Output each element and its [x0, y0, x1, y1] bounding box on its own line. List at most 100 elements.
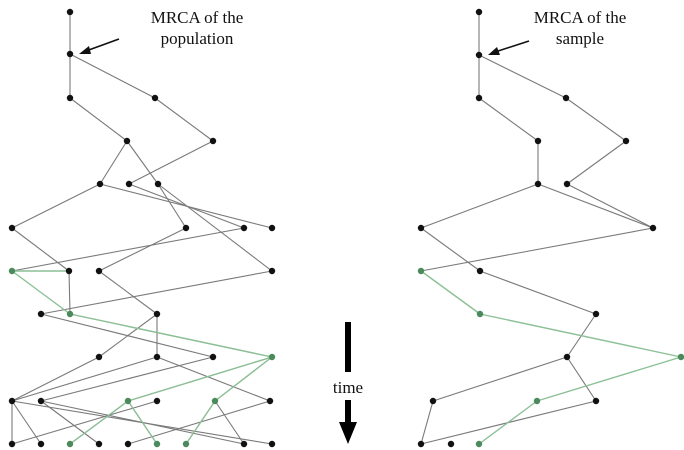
population-node: [268, 267, 276, 275]
population-sample-node: [211, 397, 219, 405]
population-node: [37, 310, 45, 318]
sample-mrca-label: MRCA of the sample: [520, 7, 640, 49]
population-edge: [40, 356, 214, 402]
population-node: [153, 353, 161, 361]
sample-edge: [420, 227, 654, 272]
sample-node: [562, 94, 570, 102]
sample-node: [447, 440, 455, 448]
sample-mrca-arrow-icon: [488, 40, 530, 55]
sample-node: [417, 440, 425, 448]
sample-node: [476, 267, 484, 275]
population-sample-edge: [69, 313, 273, 358]
population-edge: [154, 97, 214, 142]
population-edge: [127, 400, 271, 445]
population-edge: [128, 140, 214, 185]
sample-edge: [478, 54, 567, 99]
sample-node: [429, 397, 437, 405]
sample-sample-node: [677, 353, 684, 361]
population-mrca-label: MRCA of the population: [112, 7, 282, 49]
population-sample-node: [66, 440, 74, 448]
sample-mrca-label-line2: sample: [555, 29, 605, 48]
population-node: [123, 137, 131, 145]
sample-sample-node: [533, 397, 541, 405]
sample-edge: [565, 97, 627, 142]
population-node: [240, 440, 248, 448]
sample-node: [649, 224, 657, 232]
sample-sample-node: [417, 267, 425, 275]
time-arrow-icon: [339, 322, 357, 444]
sample-sample-node: [476, 310, 484, 318]
sample-sample-edge: [420, 270, 481, 315]
sample-edge: [432, 356, 568, 402]
population-edge: [98, 313, 158, 358]
population-sample-edge: [11, 270, 71, 315]
population-node: [66, 94, 74, 102]
population-node: [268, 224, 276, 232]
population-node: [96, 180, 104, 188]
sample-sample-edge: [536, 356, 682, 402]
population-node: [65, 267, 73, 275]
population-edge: [11, 356, 158, 402]
sample-node: [592, 397, 600, 405]
population-node: [154, 180, 162, 188]
population-node: [153, 397, 161, 405]
population-node: [95, 440, 103, 448]
sample-edge: [420, 400, 434, 445]
population-node: [8, 397, 16, 405]
population-edge: [98, 270, 158, 315]
population-node: [8, 224, 16, 232]
sample-edge: [566, 356, 597, 402]
population-edge: [214, 400, 245, 445]
population-node: [182, 224, 190, 232]
population-edge: [11, 400, 158, 445]
sample-node: [417, 224, 425, 232]
sample-sample-node: [475, 440, 483, 448]
population-sample-node: [268, 353, 276, 361]
population-sample-edge: [127, 400, 158, 445]
population-node: [153, 310, 161, 318]
population-node: [209, 353, 217, 361]
population-node: [66, 50, 74, 58]
population-edge: [69, 53, 156, 99]
population-sample-node: [153, 440, 161, 448]
sample-node: [534, 180, 542, 188]
population-edge: [99, 140, 128, 185]
sample-edge: [478, 97, 539, 142]
population-node: [151, 94, 159, 102]
population-edge: [40, 270, 273, 315]
sample-edge: [420, 227, 481, 272]
sample-sample-edge: [479, 313, 682, 358]
sample-node: [475, 51, 483, 59]
sample-mrca-label-line1: MRCA of the: [533, 8, 627, 27]
genealogy-nodes: [8, 8, 684, 448]
population-edge: [11, 356, 100, 402]
population-edge: [11, 227, 70, 272]
population-edge: [98, 227, 187, 272]
population-edge: [11, 183, 101, 229]
population-edge: [156, 356, 271, 402]
population-node: [268, 440, 276, 448]
population-sample-edge: [127, 356, 273, 402]
population-node: [125, 180, 133, 188]
sample-node: [475, 8, 483, 16]
sample-sample-edge: [478, 400, 538, 445]
population-sample-edge: [214, 356, 273, 402]
population-sample-edge: [69, 400, 129, 445]
population-mrca-label-line2: population: [160, 29, 234, 48]
population-node: [8, 440, 16, 448]
sample-node: [563, 353, 571, 361]
genealogy-edges: [11, 12, 682, 445]
population-node: [66, 8, 74, 16]
population-edge: [126, 140, 159, 185]
time-label: time: [332, 378, 364, 397]
population-sample-node: [124, 397, 132, 405]
population-sample-node: [8, 267, 16, 275]
population-edge: [68, 270, 71, 315]
population-node: [124, 440, 132, 448]
population-node: [240, 224, 248, 232]
population-sample-edge: [185, 400, 216, 445]
population-edge: [11, 400, 42, 445]
population-node: [266, 397, 274, 405]
sample-node: [622, 137, 630, 145]
